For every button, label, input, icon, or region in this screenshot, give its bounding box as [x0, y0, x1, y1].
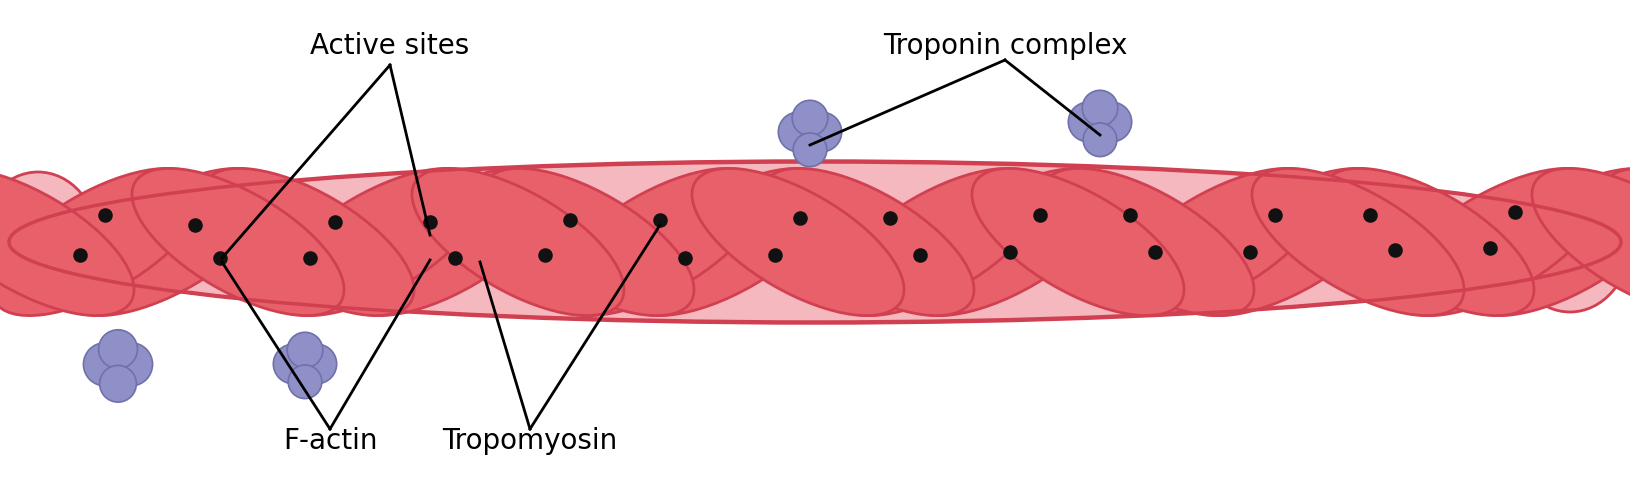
Ellipse shape [1392, 169, 1604, 316]
Circle shape [289, 365, 321, 399]
Point [207, 254, 233, 262]
Text: F-actin: F-actin [282, 427, 377, 455]
Ellipse shape [693, 169, 905, 316]
Circle shape [297, 344, 337, 384]
Circle shape [1084, 123, 1117, 157]
Point [323, 218, 349, 226]
Point [417, 218, 443, 226]
Circle shape [287, 332, 323, 368]
Ellipse shape [1602, 169, 1630, 316]
Ellipse shape [10, 162, 1620, 322]
Ellipse shape [342, 169, 554, 316]
Ellipse shape [1112, 169, 1324, 316]
Ellipse shape [901, 169, 1113, 316]
Ellipse shape [0, 172, 98, 312]
Ellipse shape [482, 169, 694, 316]
Ellipse shape [1532, 169, 1630, 316]
Point [761, 251, 787, 259]
Circle shape [802, 112, 841, 152]
Point [557, 216, 584, 224]
Ellipse shape [412, 169, 624, 316]
Point [787, 214, 813, 222]
Text: Active sites: Active sites [310, 32, 469, 60]
Circle shape [1082, 90, 1118, 126]
Ellipse shape [553, 169, 764, 316]
Point [998, 248, 1024, 256]
Circle shape [99, 365, 137, 402]
Point [672, 254, 698, 262]
Circle shape [98, 330, 137, 369]
Circle shape [83, 342, 127, 386]
Ellipse shape [0, 169, 204, 316]
Circle shape [792, 100, 828, 136]
Point [1143, 248, 1169, 256]
Ellipse shape [623, 169, 835, 316]
Ellipse shape [1509, 172, 1630, 312]
Point [183, 221, 209, 229]
Point [1027, 211, 1053, 219]
Ellipse shape [132, 169, 344, 316]
Circle shape [1068, 102, 1108, 142]
Point [297, 254, 323, 262]
Ellipse shape [1462, 169, 1630, 316]
Ellipse shape [971, 169, 1183, 316]
Point [906, 251, 932, 259]
Point [1117, 211, 1143, 219]
Ellipse shape [272, 169, 484, 316]
Point [1262, 211, 1288, 219]
Point [442, 254, 468, 262]
Ellipse shape [1252, 169, 1464, 316]
Circle shape [778, 112, 818, 152]
Ellipse shape [0, 169, 134, 316]
Point [67, 251, 93, 259]
Ellipse shape [831, 169, 1045, 316]
Point [1237, 248, 1263, 256]
Text: Tropomyosin: Tropomyosin [442, 427, 618, 455]
Ellipse shape [1182, 169, 1394, 316]
Point [1382, 246, 1408, 254]
Ellipse shape [1042, 169, 1253, 316]
Point [1477, 244, 1503, 252]
Point [877, 214, 903, 222]
Point [1501, 208, 1527, 216]
Point [531, 251, 557, 259]
Ellipse shape [1322, 169, 1534, 316]
Ellipse shape [62, 169, 274, 316]
Point [1356, 211, 1382, 219]
Point [647, 216, 673, 224]
Point [91, 211, 117, 219]
Ellipse shape [202, 169, 414, 316]
Circle shape [109, 342, 153, 386]
Circle shape [1092, 102, 1131, 142]
Text: Troponin complex: Troponin complex [883, 32, 1128, 60]
Circle shape [794, 133, 826, 167]
Ellipse shape [761, 169, 975, 316]
Circle shape [274, 344, 313, 384]
